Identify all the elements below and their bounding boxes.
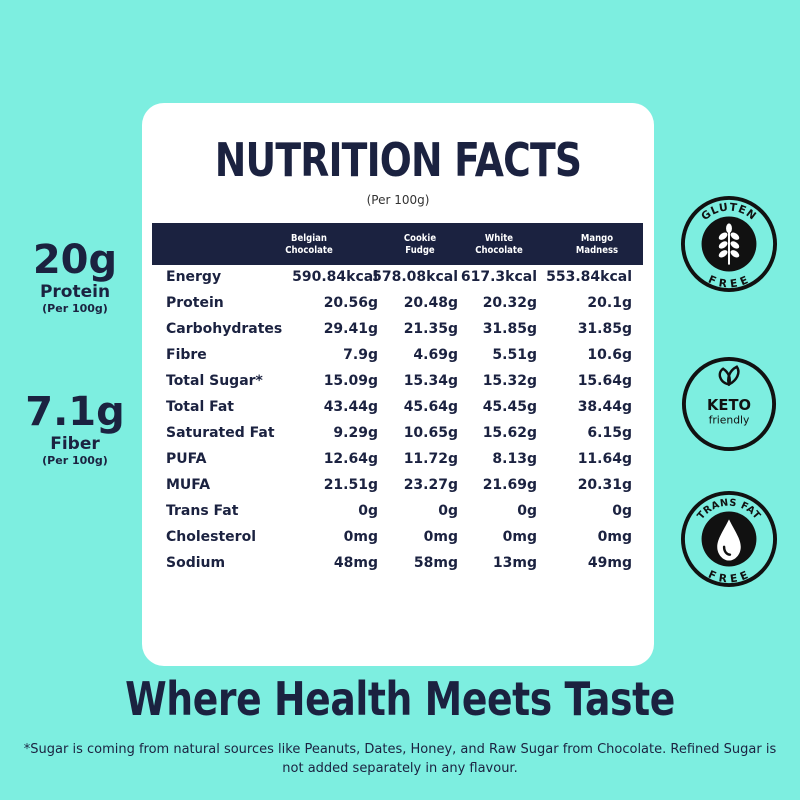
- row-value: 31.85g: [577, 321, 632, 337]
- row-value: 10.65g: [403, 425, 458, 441]
- column-header-white-chocolate: White Chocolate: [475, 233, 523, 256]
- column-header-mango-madness: Mango Madness: [575, 233, 619, 256]
- table-row: Fibre 7.9g 4.69g 5.51g 10.6g: [142, 347, 654, 373]
- row-value: 21.35g: [403, 321, 458, 337]
- row-value: 0g: [438, 503, 458, 519]
- table-row: Total Fat 43.44g 45.64g 45.45g 38.44g: [142, 399, 654, 425]
- row-value: 5.51g: [492, 347, 537, 363]
- fiber-stat: 7.1g Fiber (Per 100g): [20, 390, 130, 468]
- row-value: 15.62g: [482, 425, 537, 441]
- row-label: Cholesterol: [166, 529, 256, 545]
- row-value: 45.45g: [482, 399, 537, 415]
- table-row: PUFA 12.64g 11.72g 8.13g 11.64g: [142, 451, 654, 477]
- keto-friendly-badge: KETO friendly: [681, 356, 777, 452]
- row-value: 13mg: [492, 555, 537, 571]
- row-value: 15.32g: [482, 373, 537, 389]
- table-row: MUFA 21.51g 23.27g 21.69g 20.31g: [142, 477, 654, 503]
- row-value: 6.15g: [587, 425, 632, 441]
- table-row: Cholesterol 0mg 0mg 0mg 0mg: [142, 529, 654, 555]
- row-value: 0mg: [423, 529, 458, 545]
- protein-stat: 20g Protein (Per 100g): [20, 238, 130, 316]
- row-value: 21.51g: [323, 477, 378, 493]
- column-header-belgian-chocolate: Belgian Chocolate: [285, 233, 333, 256]
- row-value: 43.44g: [323, 399, 378, 415]
- row-value: 31.85g: [482, 321, 537, 337]
- row-value: 38.44g: [577, 399, 632, 415]
- row-label: MUFA: [166, 477, 211, 493]
- sugar-footnote: *Sugar is coming from natural sources li…: [23, 742, 777, 776]
- leaf-icon: [718, 365, 740, 387]
- row-value: 20.31g: [577, 477, 632, 493]
- row-label: Trans Fat: [166, 503, 239, 519]
- row-value: 10.6g: [587, 347, 632, 363]
- row-label: PUFA: [166, 451, 207, 467]
- row-value: 15.64g: [577, 373, 632, 389]
- row-value: 553.84kcal: [546, 269, 632, 285]
- fiber-stat-per: (Per 100g): [42, 454, 108, 467]
- row-value: 20.56g: [323, 295, 378, 311]
- row-label: Total Fat: [166, 399, 235, 415]
- tagline: Where Health Meets Taste: [125, 672, 675, 726]
- row-value: 617.3kcal: [460, 269, 537, 285]
- row-value: 4.69g: [413, 347, 458, 363]
- row-value: 48mg: [333, 555, 378, 571]
- table-row: Energy 590.84kcal 578.08kcal 617.3kcal 553.8…: [142, 269, 654, 295]
- page-subtitle: (Per 100g): [366, 193, 430, 207]
- droplet-icon: [717, 519, 741, 561]
- row-value: 8.13g: [492, 451, 537, 467]
- row-label: Carbohydrates: [166, 321, 283, 337]
- row-value: 0g: [517, 503, 537, 519]
- gluten-free-badge: GLUTEN FREE: [680, 195, 778, 293]
- row-value: 0g: [612, 503, 632, 519]
- row-value: 15.34g: [403, 373, 458, 389]
- row-value: 0mg: [502, 529, 537, 545]
- row-value: 9.29g: [333, 425, 378, 441]
- keto-badge-line2: friendly: [709, 414, 750, 427]
- row-label: Fibre: [166, 347, 207, 363]
- wheat-icon: [718, 223, 740, 265]
- page-title: NUTRITION FACTS: [214, 133, 582, 187]
- row-value: 7.9g: [343, 347, 378, 363]
- column-header-cookie-fudge: Cookie Fudge: [403, 233, 437, 256]
- fiber-stat-label: Fiber: [50, 434, 100, 454]
- row-label: Saturated Fat: [166, 425, 275, 441]
- row-value: 0mg: [343, 529, 378, 545]
- table-row: Sodium 48mg 58mg 13mg 49mg: [142, 555, 654, 581]
- row-value: 23.27g: [403, 477, 458, 493]
- row-value: 590.84kcal: [292, 269, 378, 285]
- row-value: 58mg: [413, 555, 458, 571]
- table-row: Total Sugar* 15.09g 15.34g 15.32g 15.64g: [142, 373, 654, 399]
- table-row: Saturated Fat 9.29g 10.65g 15.62g 6.15g: [142, 425, 654, 451]
- table-row: Protein 20.56g 20.48g 20.32g 20.1g: [142, 295, 654, 321]
- protein-stat-per: (Per 100g): [42, 302, 108, 315]
- keto-badge-line1: KETO: [707, 397, 751, 414]
- row-value: 11.64g: [577, 451, 632, 467]
- row-label: Protein: [166, 295, 224, 311]
- row-value: 20.48g: [403, 295, 458, 311]
- row-value: 578.08kcal: [372, 269, 458, 285]
- row-value: 45.64g: [403, 399, 458, 415]
- trans-fat-free-badge: TRANS FAT FREE: [680, 490, 778, 588]
- row-value: 49mg: [587, 555, 632, 571]
- protein-stat-label: Protein: [39, 282, 111, 302]
- table-row: Carbohydrates 29.41g 21.35g 31.85g 31.85g: [142, 321, 654, 347]
- row-value: 21.69g: [482, 477, 537, 493]
- protein-stat-value: 20g: [32, 237, 118, 283]
- row-label: Energy: [166, 269, 222, 285]
- nutrition-card: NUTRITION FACTS (Per 100g) Belgian Choco…: [142, 103, 654, 666]
- row-value: 20.32g: [482, 295, 537, 311]
- row-value: 11.72g: [403, 451, 458, 467]
- row-label: Total Sugar*: [166, 373, 263, 389]
- row-value: 0mg: [597, 529, 632, 545]
- row-label: Sodium: [166, 555, 226, 571]
- fiber-stat-value: 7.1g: [25, 389, 125, 435]
- row-value: 20.1g: [587, 295, 632, 311]
- row-value: 15.09g: [323, 373, 378, 389]
- table-row: Trans Fat 0g 0g 0g 0g: [142, 503, 654, 529]
- table-header: Belgian Chocolate Cookie Fudge White Cho…: [152, 223, 643, 265]
- row-value: 0g: [358, 503, 378, 519]
- row-value: 29.41g: [323, 321, 378, 337]
- row-value: 12.64g: [323, 451, 378, 467]
